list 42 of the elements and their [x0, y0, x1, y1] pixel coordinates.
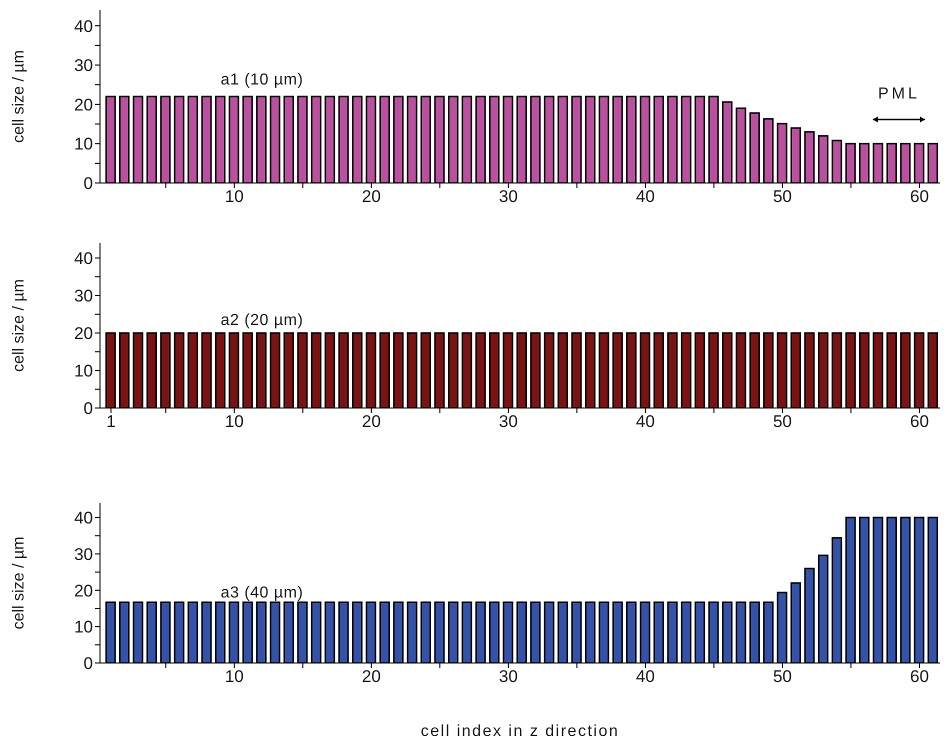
y-tick-label: 0	[84, 399, 93, 418]
x-tick-label: 1	[106, 412, 116, 432]
y-tick-label: 20	[74, 581, 93, 600]
x-tick-label: 40	[636, 412, 655, 432]
x-tick-label: 60	[910, 412, 929, 432]
x-tick-label: 50	[772, 412, 792, 432]
y-tick-label: 30	[74, 56, 93, 76]
x-tick-label: 60	[910, 667, 929, 686]
x-tick-label: 40	[636, 667, 655, 686]
y-tick-label: 10	[74, 362, 93, 381]
x-tick-label: 10	[224, 412, 244, 432]
x-tick-label: 20	[362, 667, 381, 686]
x-tick-label: 50	[772, 667, 792, 686]
annotation: a3 (40 µm)	[220, 584, 304, 602]
y-tick-label: 40	[74, 16, 93, 36]
x-axis-title: cell index in z direction	[420, 723, 620, 740]
y-tick-label: 30	[74, 286, 93, 306]
x-tick-label: 10	[224, 187, 244, 206]
x-tick-label: 50	[772, 187, 792, 206]
annotation: a2 (20 µm)	[220, 312, 304, 329]
y-axis-title: cell size / µm	[10, 279, 28, 372]
y-tick-label: 10	[74, 134, 93, 154]
y-tick-label: 10	[74, 618, 93, 637]
annotation: a1 (10 µm)	[220, 72, 304, 88]
y-tick-label: 30	[74, 544, 93, 564]
annotation: PML	[878, 86, 920, 102]
y-tick-label: 40	[74, 508, 93, 528]
x-tick-label: 40	[636, 187, 655, 206]
x-tick-label: 20	[362, 412, 381, 432]
y-axis-title: cell size / µm	[10, 536, 28, 630]
x-tick-label: 10	[224, 667, 244, 686]
y-tick-label: 20	[74, 95, 93, 114]
x-tick-label: 30	[498, 667, 518, 686]
y-axis-title: cell size / µm	[10, 50, 28, 143]
y-tick-label: 20	[74, 324, 93, 344]
x-tick-label: 60	[910, 187, 929, 206]
x-tick-label: 30	[498, 187, 518, 206]
y-tick-label: 0	[84, 654, 93, 674]
y-tick-label: 40	[74, 249, 93, 268]
x-tick-label: 30	[498, 412, 518, 432]
y-tick-label: 0	[84, 174, 93, 194]
x-tick-label: 20	[362, 187, 381, 206]
